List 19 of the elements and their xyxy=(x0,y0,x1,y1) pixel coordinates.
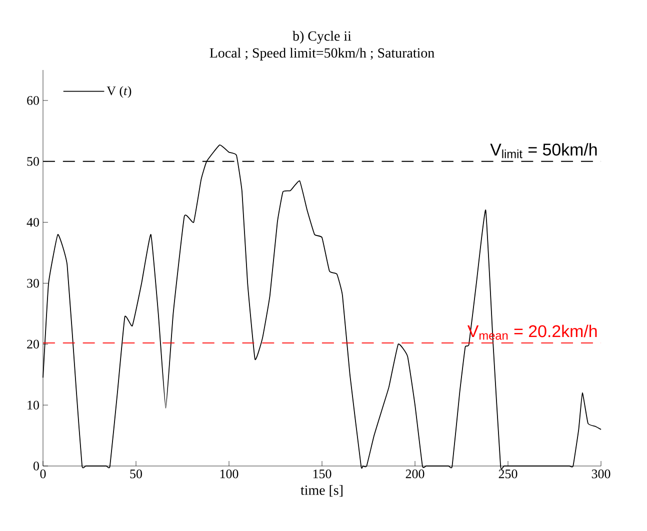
y-tick-label: 40 xyxy=(26,218,39,227)
y-tick-label: 50 xyxy=(27,157,39,166)
y-tick-label: 20 xyxy=(27,340,39,349)
x-tick-label: 50 xyxy=(130,470,142,478)
y-tick-label: 30 xyxy=(27,278,39,288)
chart-title: b) Cycle ii xyxy=(292,30,352,44)
x-tick-label: 300 xyxy=(592,470,610,478)
x-axis-title: time [s] xyxy=(300,485,342,497)
x-tick-label: 150 xyxy=(313,470,332,478)
y-tick-label: 60 xyxy=(27,96,39,105)
legend-label: V (t) xyxy=(106,86,132,98)
y-tick-label: 0 xyxy=(34,462,39,470)
ref-line-label: V$_{limit}$ = 50km/h xyxy=(490,143,597,158)
chart-subtitle: Local ; Speed limit=50km/h ; Saturation xyxy=(210,48,434,60)
x-tick-label: 200 xyxy=(406,470,424,478)
x-tick-label: 250 xyxy=(498,470,518,478)
x-tick-label: 0 xyxy=(40,470,46,478)
y-tick-label: 10 xyxy=(28,400,39,410)
x-tick-label: 100 xyxy=(220,470,238,478)
